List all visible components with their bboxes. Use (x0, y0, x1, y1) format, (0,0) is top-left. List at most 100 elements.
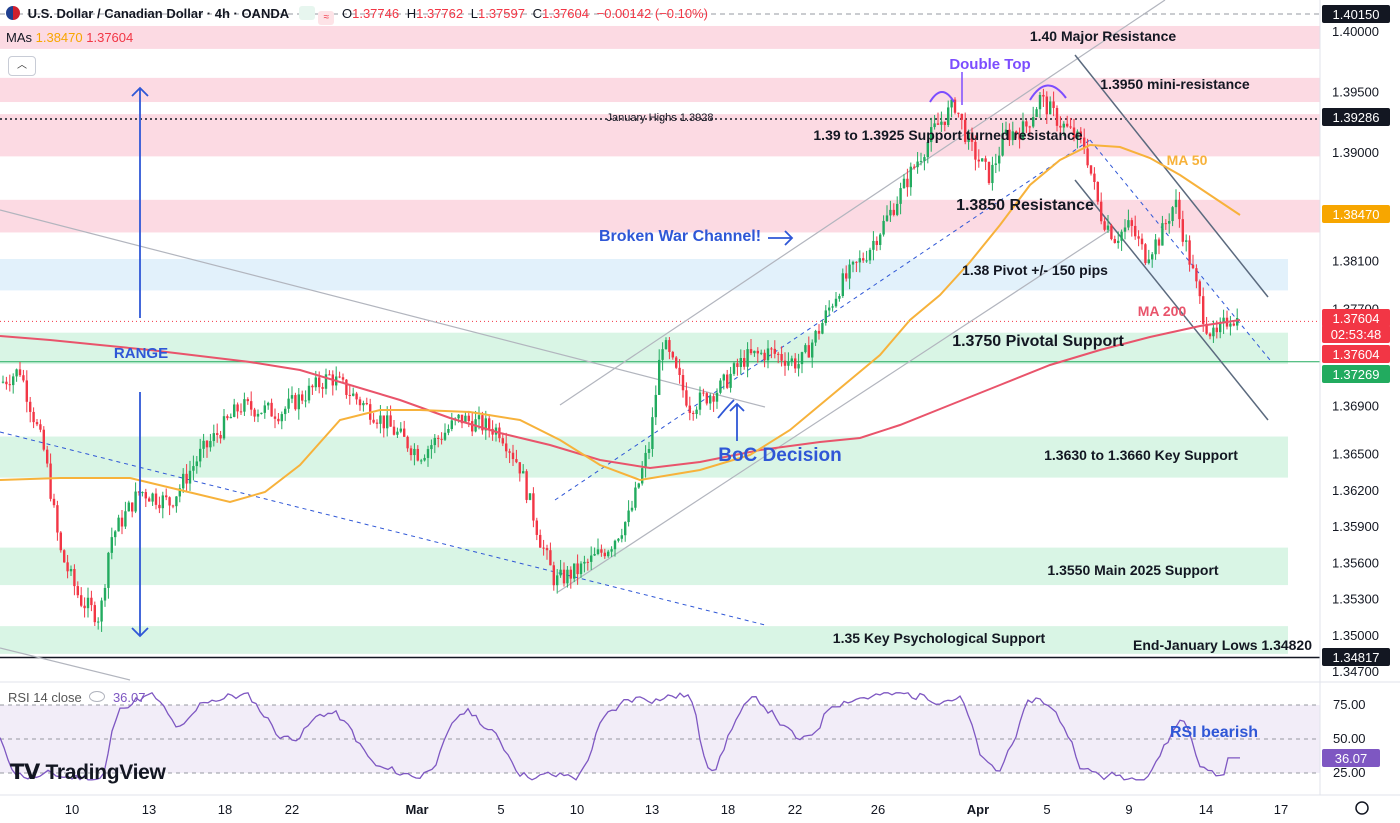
tradingview-logo[interactable]: 𝗧𝗩 TradingView (10, 760, 166, 785)
candle-down (817, 330, 821, 334)
candle-up (260, 412, 263, 414)
eye-icon[interactable] (89, 691, 106, 702)
candle-down (481, 415, 484, 431)
candle-down (688, 405, 691, 413)
rsi-value-badge (1322, 748, 1380, 767)
price-tick-label: 1.39000 (1332, 145, 1379, 160)
candle-down (365, 403, 368, 405)
wave-icon[interactable]: ≈ (318, 11, 335, 25)
candle-up (1049, 101, 1052, 115)
candle-down (246, 399, 249, 402)
candle-up (590, 555, 593, 562)
dashed-trendline-low (0, 431, 766, 626)
candle-down (1198, 281, 1201, 297)
candle-up (151, 493, 154, 502)
candle-up (919, 160, 923, 162)
candle-up (222, 416, 226, 439)
candle-up (923, 157, 926, 161)
candle-up (950, 99, 953, 108)
zone-resistance (0, 77, 1320, 103)
candle-up (413, 448, 416, 456)
candle-up (161, 495, 164, 509)
candle-up (732, 363, 736, 374)
candle-down (1055, 107, 1059, 126)
candle-down (936, 123, 940, 125)
candle-down (906, 178, 909, 188)
candle-up (1171, 207, 1174, 222)
ma200-label: MA 200 (1138, 303, 1187, 319)
candle-up (1, 381, 5, 383)
candle-up (114, 531, 117, 538)
candle-down (154, 493, 158, 505)
price-badge (1322, 309, 1390, 327)
candle-down (1079, 131, 1082, 138)
symbol-title[interactable]: U.S. Dollar / Canadian Dollar · 4h · OAN… (27, 6, 290, 21)
candle-down (1103, 221, 1106, 230)
collapse-legend-button[interactable]: ︿ (8, 56, 36, 76)
candle-down (59, 532, 62, 551)
candle-down (743, 358, 746, 367)
time-tick-label: Mar (405, 802, 428, 817)
candle-up (290, 395, 294, 399)
candle-up (596, 549, 600, 554)
candle-down (681, 375, 685, 391)
candle-down (987, 161, 991, 184)
candle-down (321, 387, 324, 389)
candle-up (141, 492, 144, 494)
falling-resistance-line-low (0, 647, 131, 681)
candle-up (991, 164, 994, 184)
candle-down (1205, 323, 1208, 334)
flag-indicator-icon[interactable] (298, 6, 315, 20)
rsi-legend[interactable]: RSI 14 close 36.07 (8, 690, 146, 705)
candle-up (304, 400, 307, 402)
candle-down (467, 415, 470, 422)
double-top-arc-left (929, 91, 955, 103)
candle-up (593, 553, 596, 556)
time-axis: 10 13 18 22 Mar 5 10 13 18 22 26 Apr 5 9 14 17 (0, 794, 1400, 817)
candle-up (896, 203, 899, 215)
settings-gear-icon[interactable] (1355, 801, 1369, 815)
candle-up (885, 215, 889, 221)
candle-up (233, 404, 236, 417)
candle-down (984, 158, 987, 162)
candle-down (1096, 181, 1099, 202)
candle-down (39, 424, 42, 430)
candle-down (953, 99, 957, 113)
candle-down (970, 133, 974, 142)
candle-up (658, 359, 661, 395)
candle-down (964, 119, 967, 142)
candle-down (501, 438, 504, 444)
candle-down (93, 605, 96, 623)
candle-down (678, 367, 681, 376)
zone-support (0, 547, 1288, 586)
candle-down (586, 561, 589, 563)
candle-up (103, 587, 107, 601)
candle-up (872, 240, 875, 250)
candle-up (624, 522, 627, 536)
time-tick-label: 17 (1274, 802, 1288, 817)
candle-down (148, 498, 151, 502)
candle-up (627, 510, 630, 523)
range-arrow-down (131, 392, 149, 638)
candle-down (1089, 165, 1093, 174)
price-badge-text: 1.39286 (1333, 110, 1380, 125)
candle-up (1035, 109, 1038, 118)
candle-up (613, 540, 617, 550)
candle-down (382, 415, 385, 429)
candle-up (192, 466, 195, 471)
candle-up (753, 350, 756, 354)
candle-down (358, 399, 362, 406)
price-tick-label: 1.36500 (1332, 447, 1379, 462)
candle-down (1144, 244, 1147, 264)
candle-up (797, 364, 800, 369)
boc-decision-label: BoC Decision (718, 445, 842, 466)
candle-down (389, 415, 392, 427)
candle-down (73, 569, 76, 587)
dashed-trendline-decline (1089, 139, 1271, 361)
price-tick-label: 1.35300 (1332, 592, 1379, 607)
mas-legend[interactable]: MAs 1.38470 1.37604 (6, 30, 133, 45)
candle-down (505, 443, 508, 452)
candle-up (352, 393, 355, 396)
candle-up (1032, 117, 1035, 127)
